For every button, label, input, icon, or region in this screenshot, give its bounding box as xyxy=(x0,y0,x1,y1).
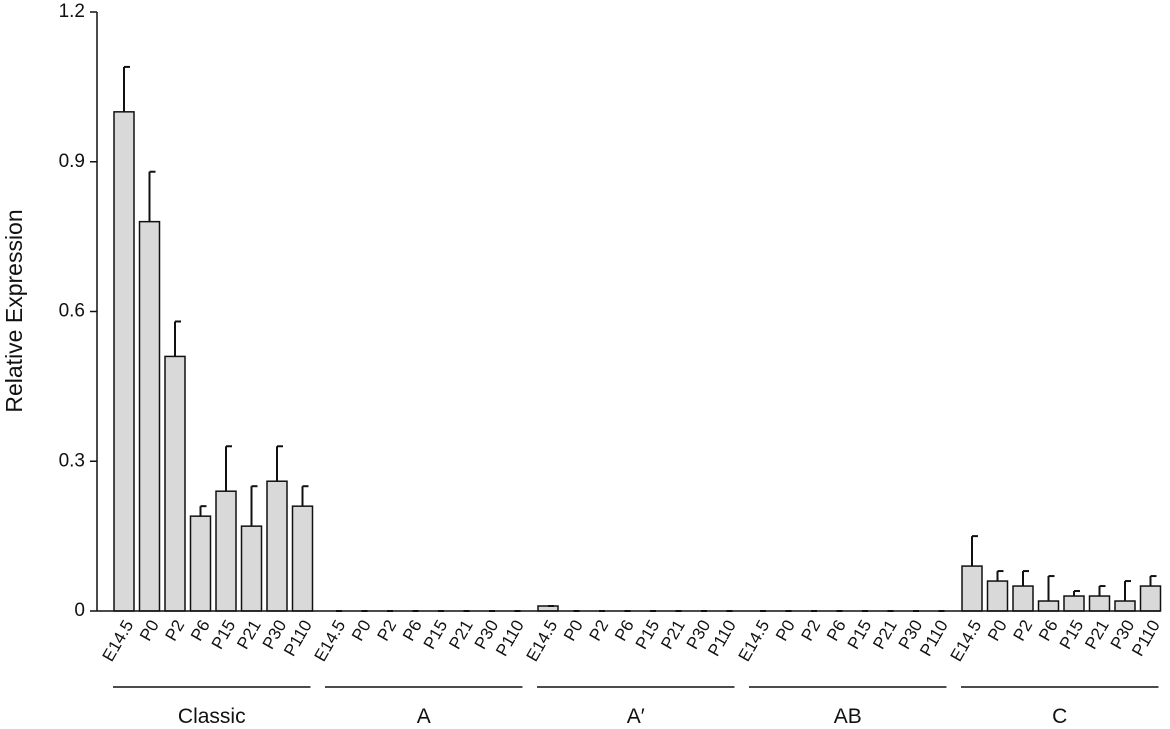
x-tick-label: P15 xyxy=(844,617,876,653)
x-tick-label: E14.5 xyxy=(523,617,562,665)
group-label: Classic xyxy=(178,705,246,728)
bar xyxy=(266,480,288,612)
x-tick-label: P21 xyxy=(657,617,689,653)
x-tick-label: P0 xyxy=(772,617,799,645)
y-axis-title: Relative Expression xyxy=(1,209,27,412)
bar xyxy=(1114,600,1136,612)
bar xyxy=(1063,595,1085,612)
bar xyxy=(961,565,983,612)
y-tick-label: 0 xyxy=(74,600,85,621)
group-label: AB xyxy=(834,705,862,728)
y-tick-label: 0.3 xyxy=(59,450,85,471)
group-label: A xyxy=(417,705,431,728)
bar xyxy=(291,505,314,612)
x-tick-label: P0 xyxy=(348,617,375,645)
x-tick-label: P110 xyxy=(704,617,740,660)
x-tick-label: P15 xyxy=(420,617,452,653)
x-tick-label: P15 xyxy=(1056,617,1088,653)
bar xyxy=(1139,585,1162,612)
y-tick-label: 0.9 xyxy=(59,151,85,172)
x-tick-label: P2 xyxy=(585,617,612,645)
x-tick-label: P110 xyxy=(280,617,316,660)
x-tick-label: P21 xyxy=(445,617,477,653)
bar xyxy=(1037,600,1060,612)
x-tick-label: P0 xyxy=(560,617,587,645)
x-tick-label: P2 xyxy=(1009,617,1036,645)
bar xyxy=(164,355,186,612)
bar xyxy=(986,580,1009,612)
x-tick-label: P2 xyxy=(373,617,400,645)
x-tick-label: P2 xyxy=(161,617,188,645)
x-tick-label: P110 xyxy=(1128,617,1164,660)
x-tick-label: E14.5 xyxy=(735,617,774,665)
x-tick-label: P2 xyxy=(797,617,824,645)
bar xyxy=(113,111,135,612)
bar xyxy=(189,515,212,612)
x-tick-label: P0 xyxy=(136,617,163,645)
x-tick-label: E14.5 xyxy=(947,617,986,665)
x-tick-label: P0 xyxy=(984,617,1011,645)
x-tick-label: P110 xyxy=(492,617,528,660)
bar xyxy=(138,220,161,612)
bar xyxy=(240,525,263,612)
group-label: A′ xyxy=(627,705,645,728)
x-tick-label: E14.5 xyxy=(311,617,350,665)
x-tick-label: E14.5 xyxy=(99,617,138,665)
x-tick-label: P21 xyxy=(233,617,265,653)
x-tick-label: P21 xyxy=(1081,617,1113,653)
x-tick-label: P15 xyxy=(632,617,664,653)
x-tick-label: P21 xyxy=(869,617,901,653)
bar xyxy=(215,490,237,612)
group-label: C xyxy=(1052,705,1067,728)
bar xyxy=(1088,595,1111,612)
y-tick-label: 0.6 xyxy=(59,301,85,322)
bar xyxy=(1012,585,1034,612)
x-tick-label: P15 xyxy=(208,617,240,653)
y-tick-label: 1.2 xyxy=(59,1,85,22)
x-tick-label: P110 xyxy=(916,617,952,660)
